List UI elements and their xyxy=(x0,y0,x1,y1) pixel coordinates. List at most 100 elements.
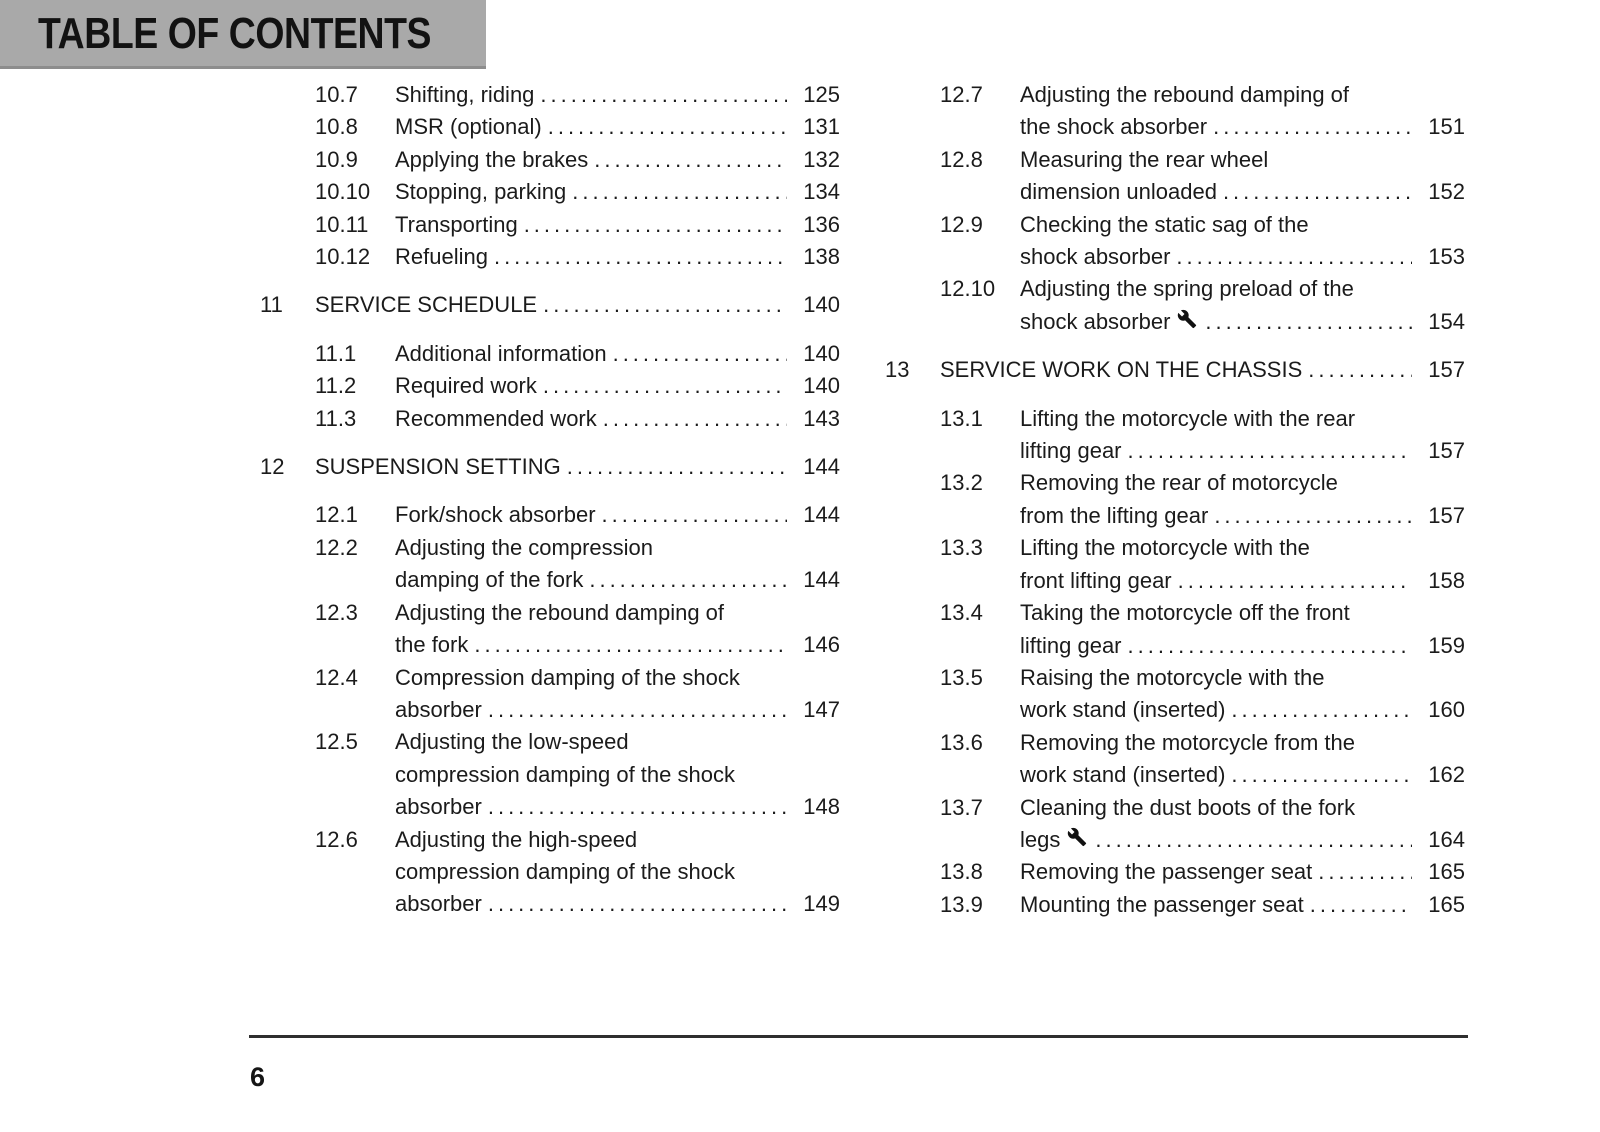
entry-body: Adjusting the high-speed compression damp… xyxy=(395,824,840,921)
entry-title-lastline: MSR (optional) 131 xyxy=(395,111,840,143)
entry-title-line: Adjusting the spring preload of the xyxy=(1020,276,1354,302)
dot-leader xyxy=(1318,856,1412,888)
entry-number: 12.7 xyxy=(940,82,983,107)
entry-body: Checking the static sag of the shock abso… xyxy=(1020,209,1465,274)
toc-entry: 13.9 Mounting the passenger seat 165 xyxy=(885,889,1465,921)
entry-title-text: Recommended work xyxy=(395,405,597,431)
entry-body: Adjusting the compression damping of the … xyxy=(395,532,840,597)
entry-title-line: Adjusting the low-speed xyxy=(395,729,629,755)
entry-title-text: absorber xyxy=(395,696,482,722)
entry-number: 10.7 xyxy=(315,82,358,107)
entry-number: 13.6 xyxy=(940,729,983,755)
toc-entry: 12.3 Adjusting the rebound damping of the … xyxy=(260,597,840,662)
entry-title-text: work stand (inserted) xyxy=(1020,762,1226,788)
toc-entry: 10.10 Stopping, parking 134 xyxy=(260,176,840,208)
entry-title-lastline: damping of the fork 144 xyxy=(395,564,840,596)
dot-leader xyxy=(1231,694,1412,726)
entry-title-text: dimension unloaded xyxy=(1020,179,1217,205)
entry-body: Required work 140 xyxy=(395,370,840,402)
entry-title-lastline: Stopping, parking 134 xyxy=(395,176,840,208)
toc-entry: 13.3 Lifting the motorcycle with the front… xyxy=(885,532,1465,597)
entry-title-line: compression damping of the shock xyxy=(395,761,735,787)
dot-leader xyxy=(1310,889,1412,921)
dot-leader xyxy=(1214,500,1412,532)
toc-column-left: 10.7 Shifting, riding 125 10.8 MSR (optional… xyxy=(260,79,840,921)
entry-title-lastline: front lifting gear 158 xyxy=(1020,565,1465,597)
dot-leader xyxy=(1178,565,1412,597)
dot-leader xyxy=(494,241,787,273)
entry-page-number: 140 xyxy=(803,373,840,399)
entry-body: MSR (optional) 131 xyxy=(395,111,840,143)
toc-entry: 12.2 Adjusting the compression damping of … xyxy=(260,532,840,597)
entry-body: SERVICE SCHEDULE 140 xyxy=(315,289,840,321)
entry-title-line: Adjusting the rebound damping of xyxy=(1020,82,1350,107)
table-of-contents: 10.7 Shifting, riding 125 10.8 MSR (optional… xyxy=(260,79,1465,921)
entry-page-number: 159 xyxy=(1428,632,1465,658)
dot-leader xyxy=(589,564,787,596)
entry-page-number: 134 xyxy=(803,179,840,205)
entry-page-number: 160 xyxy=(1428,697,1465,723)
entry-title-text: Transporting xyxy=(395,211,518,237)
entry-title-line: Cleaning the dust boots of the fork xyxy=(1020,794,1356,820)
entry-number: 12.6 xyxy=(315,826,358,852)
entry-title-text: legs xyxy=(1020,826,1061,852)
entry-number: 12.10 xyxy=(940,276,996,302)
toc-entry: 10.9 Applying the brakes 132 xyxy=(260,144,840,176)
entry-page-number: 153 xyxy=(1428,244,1465,270)
entry-body: Applying the brakes 132 xyxy=(395,144,840,176)
entry-title-text: Applying the brakes xyxy=(395,146,589,172)
entry-number: 12.9 xyxy=(940,211,983,237)
entry-title-text: damping of the fork xyxy=(395,567,584,593)
entry-body: Lifting the motorcycle with the front lif… xyxy=(1020,532,1465,597)
entry-number: 12.8 xyxy=(940,146,983,172)
entry-number: 13.2 xyxy=(940,470,983,496)
entry-title-line: Adjusting the high-speed xyxy=(395,826,638,852)
toc-entry: 12.6 Adjusting the high-speed compression … xyxy=(260,824,840,921)
entry-number: 10.11 xyxy=(315,211,369,237)
entry-title-lastline: Mounting the passenger seat 165 xyxy=(1020,889,1465,921)
entry-body: Adjusting the low-speed compression dampi… xyxy=(395,726,840,823)
toc-section-entry: 11 SERVICE SCHEDULE 140 xyxy=(260,289,840,321)
dot-leader xyxy=(488,694,787,726)
entry-body: Additional information 140 xyxy=(395,338,840,370)
entry-number: 12.1 xyxy=(315,502,358,528)
toc-entry: 12.5 Adjusting the low-speed compression d… xyxy=(260,726,840,823)
entry-title-lastline: work stand (inserted) 162 xyxy=(1020,759,1465,791)
toc-entry: 10.11 Transporting 136 xyxy=(260,209,840,241)
entry-title-text: Shifting, riding xyxy=(395,82,535,107)
entry-title-text: absorber xyxy=(395,794,482,820)
entry-title-lastline: the fork 146 xyxy=(395,629,840,661)
entry-title-text: lifting gear xyxy=(1020,632,1122,658)
entry-number: 10.10 xyxy=(315,179,371,205)
entry-page-number: 157 xyxy=(1428,438,1465,464)
entry-page-number: 165 xyxy=(1428,891,1465,917)
page-number: 6 xyxy=(250,1062,266,1092)
entry-title-text: Stopping, parking xyxy=(395,179,567,205)
entry-page-number: 157 xyxy=(1428,357,1465,383)
entry-number: 13.8 xyxy=(940,859,983,885)
entry-title-lastline: absorber 148 xyxy=(395,791,840,823)
dot-leader xyxy=(567,451,787,483)
entry-number: 11.2 xyxy=(315,373,357,399)
entry-body: SERVICE WORK ON THE CHASSIS 157 xyxy=(940,354,1465,386)
entry-title-text: Removing the passenger seat xyxy=(1020,859,1313,885)
entry-title-line: Removing the motorcycle from the xyxy=(1020,729,1356,755)
entry-page-number: 144 xyxy=(803,567,840,593)
toc-entry: 13.8 Removing the passenger seat 165 xyxy=(885,856,1465,888)
entry-title-text: absorber xyxy=(395,891,482,917)
entry-body: Shifting, riding 125 xyxy=(395,79,840,111)
entry-title-text: Fork/shock absorber xyxy=(395,502,596,528)
toc-entry: 12.10 Adjusting the spring preload of the… xyxy=(885,273,1465,338)
entry-title-text: SERVICE SCHEDULE xyxy=(315,292,538,318)
entry-page-number: 147 xyxy=(803,696,840,722)
dot-leader xyxy=(1308,354,1412,386)
entry-body: Fork/shock absorber 144 xyxy=(395,499,840,531)
entry-title-lastline: Required work 140 xyxy=(395,370,840,402)
entry-title-lastline: SERVICE WORK ON THE CHASSIS 157 xyxy=(940,354,1465,386)
entry-page-number: 125 xyxy=(803,82,840,107)
entry-title-lastline: Removing the passenger seat 165 xyxy=(1020,856,1465,888)
entry-page-number: 136 xyxy=(803,211,840,237)
entry-number: 13.4 xyxy=(940,600,983,626)
entry-title-text: Mounting the passenger seat xyxy=(1020,891,1304,917)
entry-body: Removing the motorcycle from the work sta… xyxy=(1020,727,1465,792)
